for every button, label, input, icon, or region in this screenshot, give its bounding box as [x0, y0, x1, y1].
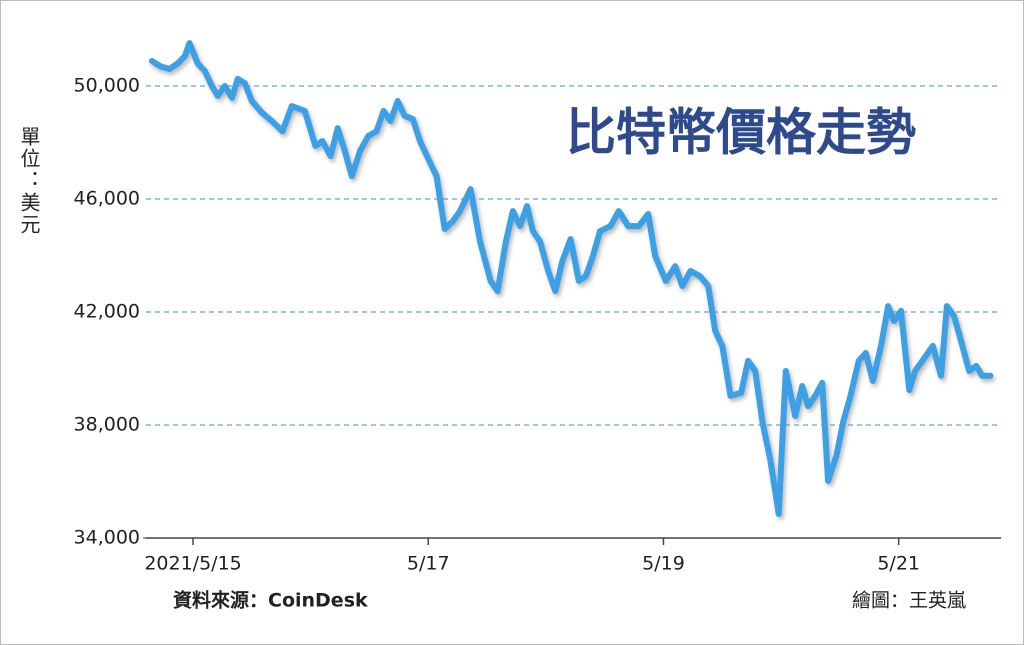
y-tick-label: 50,000 [74, 75, 140, 97]
y-axis-label: 單位：美元 [17, 126, 41, 236]
x-tick-label: 5/19 [642, 553, 685, 575]
credit: 繪圖：王英嵐 [852, 590, 966, 612]
x-tick-label: 2021/5/15 [144, 553, 241, 575]
x-tick-label: 5/21 [877, 553, 920, 575]
source: 資料來源：CoinDesk [173, 589, 368, 612]
y-tick-label: 42,000 [74, 301, 140, 323]
y-tick-label: 34,000 [74, 527, 140, 549]
chart-title: 比特幣價格走勢 [566, 104, 916, 162]
y-tick-label: 46,000 [74, 188, 140, 210]
price-line [148, 40, 994, 517]
x-tick-label: 5/17 [407, 553, 450, 575]
y-tick-label: 38,000 [74, 414, 140, 436]
